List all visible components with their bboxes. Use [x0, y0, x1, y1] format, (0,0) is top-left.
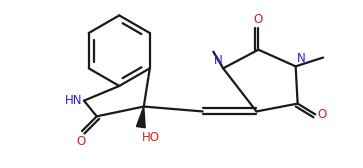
Polygon shape — [136, 107, 145, 128]
Text: HN: HN — [65, 94, 82, 107]
Text: HO: HO — [142, 131, 160, 144]
Text: O: O — [254, 13, 263, 26]
Text: O: O — [77, 135, 86, 148]
Text: N: N — [213, 54, 222, 67]
Text: O: O — [317, 108, 326, 121]
Text: N: N — [297, 52, 305, 65]
